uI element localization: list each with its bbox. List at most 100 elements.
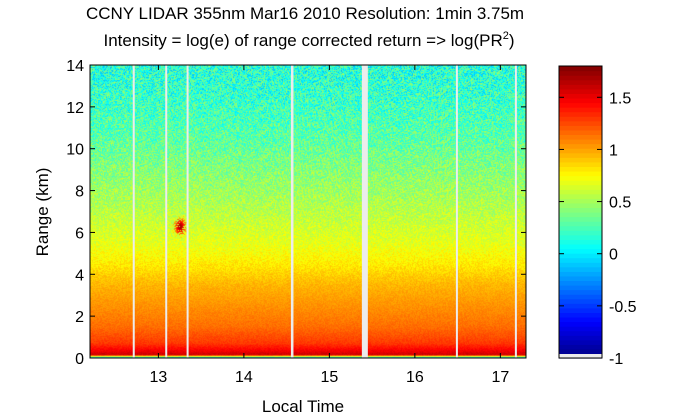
data-gap xyxy=(455,65,458,358)
colorbar-gradient xyxy=(559,66,602,359)
data-gap xyxy=(165,65,168,358)
y-axis-ticks: 0 2 4 6 8 10 12 14 xyxy=(66,58,526,368)
x-axis-label: Local Time xyxy=(262,397,344,416)
colorbar-stripe xyxy=(559,225,602,231)
data-gap xyxy=(186,65,189,358)
colorbar-stripe xyxy=(559,75,602,81)
colorbar-stripe xyxy=(559,88,602,94)
y-axis-label: Range (km) xyxy=(33,168,52,257)
plot-area: 13 14 15 16 17 0 2 4 6 8 10 12 14 xyxy=(66,58,527,386)
colorbar-stripe xyxy=(559,316,602,323)
colorbar-stripe xyxy=(559,152,602,158)
y-tick-label: 10 xyxy=(66,142,84,159)
colorbar-stripe xyxy=(559,120,602,126)
colorbar-stripe xyxy=(559,79,602,85)
colorbar-stripe xyxy=(559,335,602,341)
x-tick-label: 15 xyxy=(320,369,338,386)
y-tick-label: 2 xyxy=(75,309,84,326)
colorbar-stripe xyxy=(559,180,602,186)
colorbar-stripe xyxy=(559,303,602,309)
colorbar-stripe xyxy=(559,198,602,204)
colorbar-frame xyxy=(558,65,603,359)
colorbar-stripe xyxy=(559,262,602,268)
colorbar-stripe xyxy=(559,339,602,345)
colorbar-nodata-band xyxy=(559,354,602,358)
colorbar-stripe xyxy=(559,161,602,167)
colorbar-stripe xyxy=(559,129,602,136)
data-gap xyxy=(361,65,368,358)
colorbar-stripe xyxy=(559,207,602,213)
colorbar-tick-label: 0 xyxy=(609,247,618,264)
colorbar-stripe xyxy=(559,166,602,172)
colorbar-stripe xyxy=(559,125,602,131)
plot-frame xyxy=(89,64,527,359)
colorbar-stripe xyxy=(559,266,602,272)
colorbar-stripe xyxy=(559,330,602,336)
x-tick-label: 17 xyxy=(491,369,509,386)
colorbar-ticks: -1 -0.5 0 0.5 1 1.5 xyxy=(559,90,637,368)
colorbar-stripe xyxy=(559,280,602,286)
colorbar-stripe xyxy=(559,321,602,327)
colorbar-stripe xyxy=(559,84,602,90)
chart-subtitle-prefix: Intensity = log(e) of range corrected re… xyxy=(103,31,502,50)
colorbar-tick-label: 0.5 xyxy=(609,195,631,212)
colorbar-stripe xyxy=(559,143,602,149)
colorbar-stripe xyxy=(559,111,602,117)
colorbar-stripe xyxy=(559,326,602,332)
colorbar-stripe xyxy=(559,66,602,72)
y-tick-label: 12 xyxy=(66,100,84,117)
x-tick-label: 14 xyxy=(235,369,253,386)
colorbar-stripe xyxy=(559,202,602,209)
y-tick-label: 8 xyxy=(75,184,84,201)
chart-subtitle: Intensity = log(e) of range corrected re… xyxy=(103,30,514,50)
colorbar-stripe xyxy=(559,271,602,277)
colorbar-stripe xyxy=(559,294,602,300)
colorbar-stripe xyxy=(559,184,602,190)
colorbar-stripe xyxy=(559,312,602,318)
colorbar-stripe xyxy=(559,221,602,227)
colorbar-stripe xyxy=(559,116,602,122)
colorbar-stripe xyxy=(559,93,602,99)
colorbar-tick-label: 1 xyxy=(609,142,618,159)
colorbar-stripe xyxy=(559,298,602,304)
colorbar-stripe xyxy=(559,289,602,295)
colorbar-stripe xyxy=(559,189,602,195)
colorbar-tick-label: -0.5 xyxy=(609,299,637,316)
chart-subtitle-suffix: ) xyxy=(509,31,515,50)
data-gap xyxy=(514,65,517,358)
data-gap xyxy=(132,65,135,358)
colorbar-tick-label: -1 xyxy=(609,351,623,368)
y-tick-label: 0 xyxy=(75,351,84,368)
colorbar-stripe xyxy=(559,107,602,113)
colorbar-tick-label: 1.5 xyxy=(609,90,631,107)
x-tick-label: 16 xyxy=(406,369,424,386)
colorbar-stripe xyxy=(559,70,602,76)
colorbar-stripe xyxy=(559,139,602,145)
colorbar-stripe xyxy=(559,348,602,355)
x-axis-ticks: 13 14 15 16 17 xyxy=(149,65,509,386)
chart-title: CCNY LIDAR 355nm Mar16 2010 Resolution: … xyxy=(86,4,524,23)
colorbar-stripe xyxy=(559,216,602,222)
y-tick-label: 14 xyxy=(66,58,84,75)
colorbar-stripe xyxy=(559,253,602,259)
colorbar-stripe xyxy=(559,275,602,282)
colorbar-stripe xyxy=(559,175,602,181)
colorbar-stripe xyxy=(559,212,602,218)
colorbar-stripe xyxy=(559,307,602,313)
colorbar-stripe xyxy=(559,230,602,236)
colorbar-stripe xyxy=(559,102,602,108)
y-tick-label: 4 xyxy=(75,267,84,284)
colorbar-stripe xyxy=(559,170,602,177)
data-gaps xyxy=(132,65,517,358)
colorbar-stripe xyxy=(559,134,602,140)
colorbar-stripe xyxy=(559,248,602,254)
colorbar-stripe xyxy=(559,239,602,245)
x-tick-label: 13 xyxy=(149,369,167,386)
colorbar-stripe xyxy=(559,344,602,350)
heatmap-image xyxy=(90,65,526,358)
colorbar-stripe xyxy=(559,285,602,291)
y-tick-label: 6 xyxy=(75,225,84,242)
colorbar-stripe xyxy=(559,234,602,240)
colorbar-stripe xyxy=(559,97,602,104)
